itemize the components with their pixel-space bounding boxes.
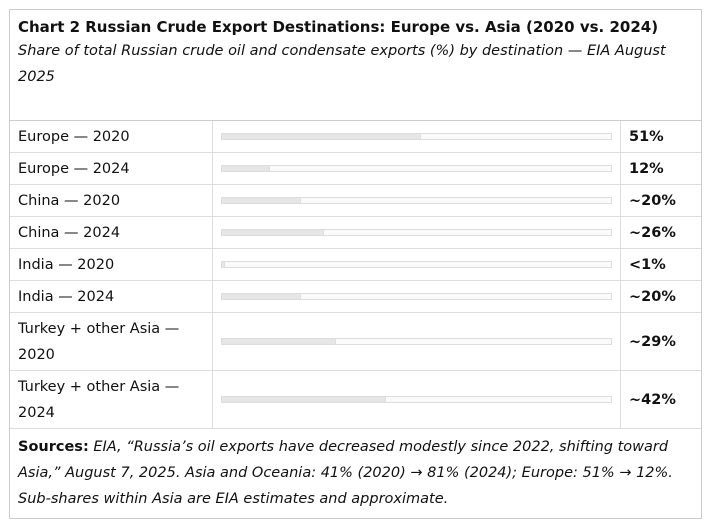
- source-label: Sources:: [18, 439, 89, 455]
- row: India — 2020 <1%: [10, 248, 701, 281]
- bar: [222, 198, 301, 203]
- bar: [222, 166, 270, 171]
- value-label: ~42%: [620, 370, 701, 429]
- value-label: 51%: [620, 121, 701, 153]
- bar: [222, 397, 387, 402]
- bar-table: Europe — 2020 51% Europe — 2024 12% China — …: [10, 121, 701, 429]
- row: Europe — 2024 12%: [10, 152, 701, 185]
- value-label: 12%: [620, 152, 701, 185]
- bar-track: [221, 261, 612, 268]
- bar-track: [221, 396, 612, 403]
- bar-track: [221, 133, 612, 140]
- bar-cell: [212, 312, 621, 371]
- chart-subtitle: Share of total Russian crude oil and con…: [18, 43, 666, 85]
- bar-cell: [212, 280, 621, 313]
- value-label: ~20%: [620, 280, 701, 313]
- bar-cell: [212, 152, 621, 185]
- category-label: China — 2024: [10, 216, 213, 249]
- value-label: ~26%: [620, 216, 701, 249]
- value-label: <1%: [620, 248, 701, 281]
- bar-track: [221, 197, 612, 204]
- chart: Chart 2 Russian Crude Export Destination…: [9, 9, 702, 519]
- bar: [222, 339, 336, 344]
- category-label: Turkey + other Asia — 2020: [10, 312, 213, 371]
- category-label: India — 2024: [10, 280, 213, 313]
- bar: [222, 230, 325, 235]
- bar-cell: [212, 248, 621, 281]
- row: India — 2024 ~20%: [10, 280, 701, 313]
- category-label: Europe — 2024: [10, 152, 213, 185]
- row: Turkey + other Asia — 2020 ~29%: [10, 312, 701, 371]
- bar: [222, 294, 301, 299]
- category-label: Europe — 2020: [10, 121, 213, 153]
- bar-track: [221, 229, 612, 236]
- category-label: India — 2020: [10, 248, 213, 281]
- category-label: Turkey + other Asia — 2024: [10, 370, 213, 429]
- bar: [222, 262, 225, 267]
- value-label: ~20%: [620, 184, 701, 217]
- bar-track: [221, 165, 612, 172]
- row: China — 2020 ~20%: [10, 184, 701, 217]
- header: Chart 2 Russian Crude Export Destination…: [10, 10, 701, 121]
- bar-track: [221, 293, 612, 300]
- row: Turkey + other Asia — 2024 ~42%: [10, 370, 701, 429]
- category-label: China — 2020: [10, 184, 213, 217]
- bar: [222, 134, 422, 139]
- sources: Sources: EIA, “Russia’s oil exports have…: [10, 429, 701, 518]
- bar-track: [221, 338, 612, 345]
- source-text: EIA, “Russia’s oil exports have decrease…: [18, 439, 673, 507]
- value-label: ~29%: [620, 312, 701, 371]
- bar-cell: [212, 121, 621, 153]
- chart-title: Chart 2 Russian Crude Export Destination…: [18, 18, 659, 36]
- row: China — 2024 ~26%: [10, 216, 701, 249]
- row: Europe — 2020 51%: [10, 121, 701, 153]
- bar-cell: [212, 370, 621, 429]
- bar-cell: [212, 216, 621, 249]
- bar-cell: [212, 184, 621, 217]
